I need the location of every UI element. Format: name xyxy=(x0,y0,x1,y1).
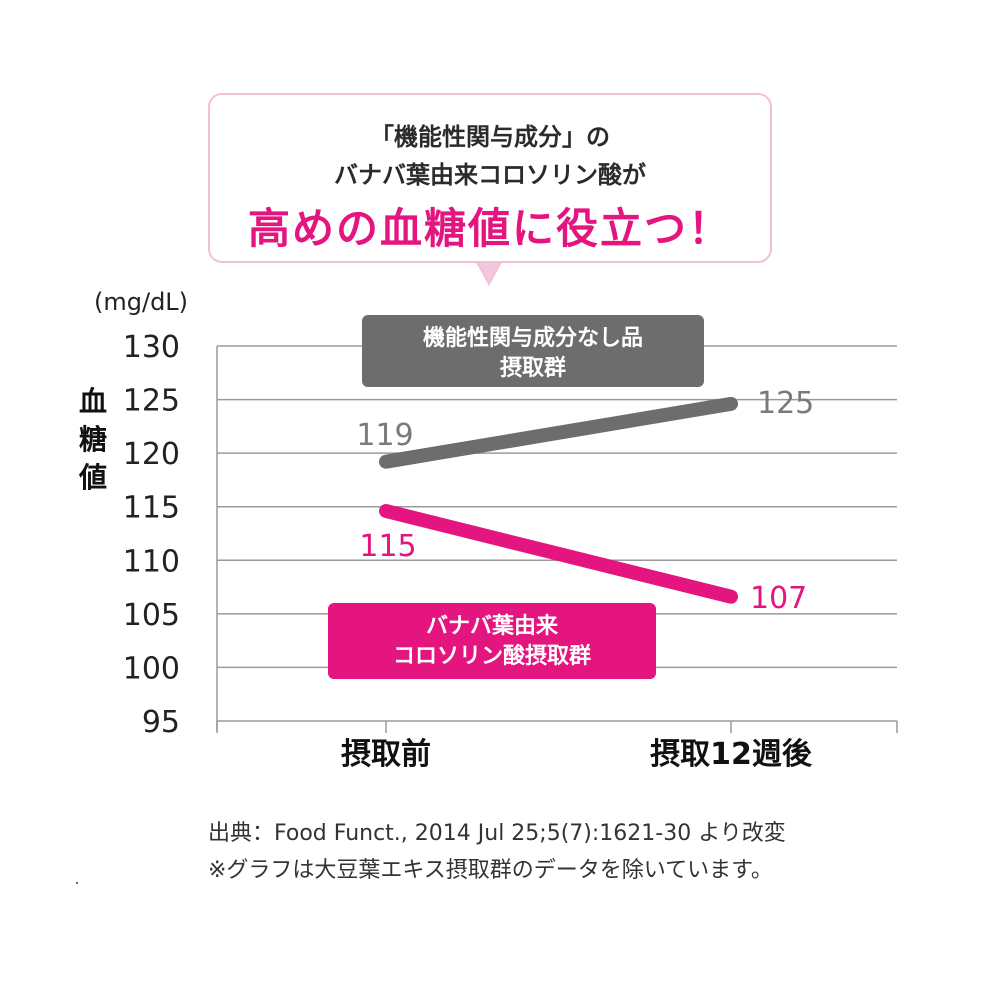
y-tick-label: 100 xyxy=(123,651,180,686)
legend-box xyxy=(328,603,656,679)
legend-box xyxy=(362,315,704,387)
callout-pointer xyxy=(475,261,503,287)
y-tick-label: 130 xyxy=(123,330,180,365)
y-axis-unit: (mg/dL) xyxy=(94,288,189,316)
data-value-label: 115 xyxy=(359,529,416,564)
x-tick-labels: 摂取前 摂取12週後 xyxy=(341,737,813,772)
y-tick-label: 95 xyxy=(142,705,180,740)
y-axis-label: 血糖値 xyxy=(78,383,108,497)
y-tick-label: 125 xyxy=(123,384,180,419)
source-note: ※グラフは大豆葉エキス摂取群のデータを除いています。 xyxy=(208,858,773,883)
y-tick-labels: 95 100 105 110 115 120 125 130 xyxy=(123,330,180,740)
legend-label: バナバ葉由来 xyxy=(426,614,559,639)
callout-line-1: 「機能性関与成分」の xyxy=(370,123,610,151)
series-line xyxy=(379,396,738,469)
stray-dot xyxy=(76,882,78,884)
data-value-label: 119 xyxy=(356,418,413,453)
series-lines: 119 125 115 107 xyxy=(356,386,814,616)
y-tick-label: 105 xyxy=(123,598,180,633)
y-axis-label-char: 値 xyxy=(78,461,107,494)
callout-line-2: バナバ葉由来コロソリン酸が xyxy=(334,161,646,189)
callout-headline: 高めの血糖値に役立つ！ xyxy=(247,204,732,253)
data-value-label: 125 xyxy=(757,386,814,421)
legend-label: 摂取群 xyxy=(500,355,566,381)
y-axis-label-char: 血 xyxy=(78,385,107,418)
legend-label: 機能性関与成分なし品 xyxy=(423,325,643,351)
y-tick-label: 120 xyxy=(123,437,180,472)
y-tick-label: 115 xyxy=(123,491,180,526)
x-tick-label: 摂取前 xyxy=(341,737,431,772)
x-tick-label: 摂取12週後 xyxy=(650,737,813,772)
y-tick-label: 110 xyxy=(123,544,180,579)
headline-callout: 「機能性関与成分」の バナバ葉由来コロソリン酸が 高めの血糖値に役立つ！ xyxy=(208,93,772,263)
y-axis-label-char: 糖 xyxy=(78,423,107,456)
series-line xyxy=(379,504,738,604)
source-citation: 出典：Food Funct., 2014 Jul 25;5(7):1621-30… xyxy=(208,821,786,846)
data-value-label: 107 xyxy=(750,581,807,616)
legend-label: コロソリン酸摂取群 xyxy=(393,643,591,669)
